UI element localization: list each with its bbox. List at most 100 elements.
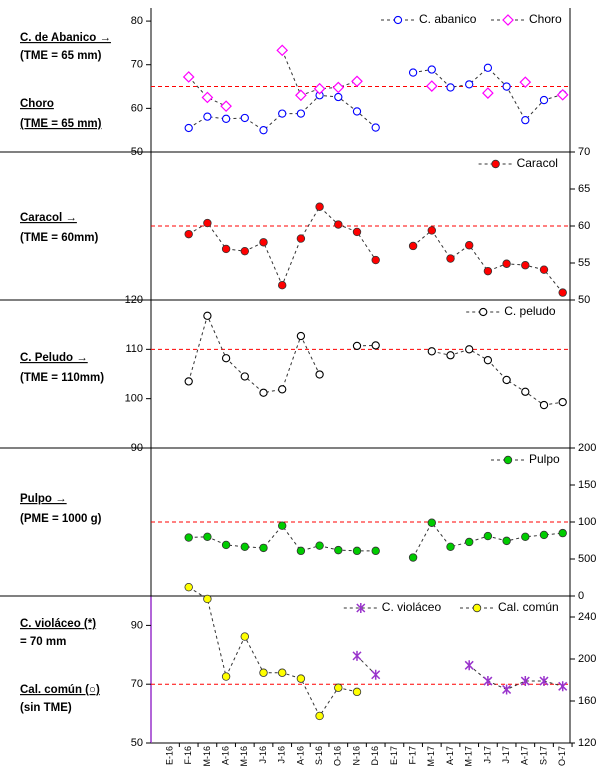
- marker: [556, 88, 569, 101]
- side-label: (TME = 110mm): [20, 372, 104, 384]
- marker: [184, 229, 193, 239]
- y-tick-label: 65: [578, 183, 590, 195]
- legend-label: C. peludo: [504, 304, 556, 318]
- marker: [558, 528, 567, 538]
- y-tick-label: 110: [125, 343, 143, 355]
- y-tick-label: 55: [578, 257, 590, 269]
- marker: [240, 113, 249, 123]
- marker: [278, 385, 287, 394]
- marker: [539, 400, 549, 410]
- marker: [203, 218, 212, 228]
- y-tick-label: 120: [125, 294, 143, 306]
- y-tick-label: 50: [578, 294, 590, 306]
- marker: [371, 123, 380, 132]
- marker: [184, 582, 193, 592]
- marker: [352, 650, 362, 661]
- marker: [427, 226, 436, 235]
- marker: [259, 238, 268, 247]
- y-tick-label: 200: [578, 653, 596, 665]
- x-tick-label: A-17: [520, 746, 530, 765]
- y-tick-label: 90: [131, 619, 143, 631]
- marker: [203, 594, 212, 604]
- marker: [539, 676, 549, 687]
- y-tick-label: 100: [578, 516, 596, 528]
- marker: [278, 109, 287, 118]
- marker: [221, 114, 231, 123]
- x-tick-label: F-17: [407, 746, 417, 765]
- marker: [278, 281, 287, 290]
- marker: [408, 553, 418, 562]
- y-tick-label: 120: [578, 737, 596, 749]
- marker: [558, 288, 567, 297]
- marker: [203, 311, 212, 320]
- legend-label: Choro: [529, 12, 562, 26]
- marker: [483, 676, 493, 687]
- x-tick-label: M-17: [464, 746, 474, 767]
- marker: [259, 668, 268, 677]
- marker: [276, 44, 289, 57]
- marker: [465, 345, 474, 354]
- marker: [446, 254, 455, 263]
- marker: [220, 100, 232, 113]
- series-line: [188, 314, 563, 406]
- x-tick-label: J-17: [501, 746, 511, 764]
- marker: [315, 370, 324, 379]
- y-tick-label: 70: [578, 146, 590, 158]
- x-tick-label: M-16: [239, 746, 249, 767]
- legend-item: C. peludo: [466, 304, 556, 318]
- x-tick-label: O-17: [557, 746, 567, 766]
- marker: [259, 543, 268, 553]
- side-label: Caracol →: [20, 212, 77, 224]
- marker: [259, 388, 268, 397]
- marker: [356, 603, 366, 613]
- marker: [313, 82, 326, 95]
- side-label: (TME = 65 mm): [20, 50, 102, 62]
- marker: [296, 331, 306, 341]
- marker: [479, 307, 488, 317]
- marker: [539, 530, 549, 540]
- legend-label: Pulpo: [529, 452, 560, 466]
- marker: [334, 220, 343, 229]
- marker: [352, 341, 362, 351]
- marker: [446, 83, 455, 92]
- marker: [203, 532, 212, 541]
- marker: [240, 542, 249, 551]
- marker: [427, 347, 436, 356]
- x-tick-label: D-16: [370, 746, 380, 766]
- legend-label: C. violáceo: [382, 600, 442, 614]
- marker: [201, 91, 214, 104]
- y-tick-label: 50: [131, 146, 143, 158]
- legend-label: C. abanico: [419, 12, 477, 26]
- marker: [521, 387, 530, 396]
- marker: [465, 537, 474, 547]
- side-label: C. violáceo (*): [20, 618, 96, 630]
- side-label: Pulpo →: [20, 493, 67, 505]
- y-tick-label: 70: [131, 678, 143, 690]
- marker: [240, 632, 249, 641]
- x-tick-label: A-16: [220, 746, 230, 765]
- marker: [371, 546, 380, 556]
- marker: [539, 95, 549, 105]
- marker: [221, 244, 231, 254]
- x-tick-label: E-17: [389, 746, 399, 765]
- marker: [483, 356, 493, 365]
- marker: [371, 255, 380, 265]
- marker: [278, 521, 287, 530]
- marker: [332, 81, 345, 94]
- marker: [371, 669, 381, 680]
- legend-item: Cal. común: [460, 600, 559, 614]
- marker: [558, 681, 568, 692]
- marker: [393, 15, 403, 25]
- marker: [502, 536, 511, 546]
- marker: [472, 603, 482, 613]
- marker: [425, 80, 438, 92]
- marker: [465, 80, 474, 89]
- legend-item: C. violáceo: [343, 600, 442, 614]
- marker: [352, 546, 362, 556]
- marker: [521, 115, 530, 125]
- x-tick-label: S-17: [538, 746, 548, 765]
- x-tick-label: E-16: [164, 746, 174, 765]
- marker: [502, 259, 511, 268]
- marker: [446, 542, 455, 551]
- y-tick-label: 200: [578, 442, 596, 454]
